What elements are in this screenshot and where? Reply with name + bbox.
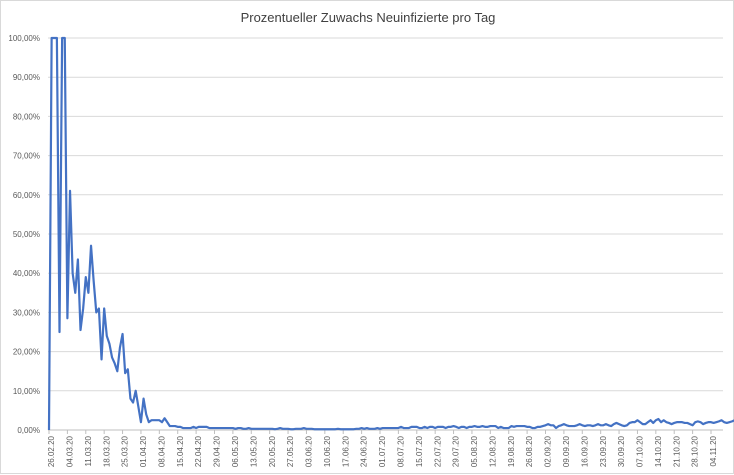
y-tick-label: 0,00% — [17, 426, 40, 435]
x-tick-label: 04.03.20 — [65, 435, 74, 467]
x-tick-label: 06.05.20 — [231, 435, 240, 467]
y-tick-label: 100,00% — [8, 34, 40, 43]
x-tick-label: 15.04.20 — [176, 435, 185, 467]
x-tick-label: 08.04.20 — [157, 435, 166, 467]
x-tick-label: 24.06.20 — [360, 435, 369, 467]
x-tick-label: 14.10.20 — [654, 435, 663, 467]
x-tick-label: 22.07.20 — [433, 435, 442, 467]
x-tick-label: 20.05.20 — [268, 435, 277, 467]
x-tick-label: 22.04.20 — [194, 435, 203, 467]
x-tick-label: 21.10.20 — [672, 435, 681, 467]
y-tick-label: 90,00% — [13, 73, 40, 82]
x-tick-label: 05.08.20 — [470, 435, 479, 467]
x-tick-label: 16.09.20 — [580, 435, 589, 467]
y-tick-label: 20,00% — [13, 348, 40, 357]
x-tick-label: 10.06.20 — [323, 435, 332, 467]
x-tick-label: 25.03.20 — [121, 435, 130, 467]
x-tick-label: 07.10.20 — [636, 435, 645, 467]
y-tick-label: 50,00% — [13, 230, 40, 239]
x-tick-label: 09.09.20 — [562, 435, 571, 467]
x-tick-label: 23.09.20 — [599, 435, 608, 467]
y-tick-label: 60,00% — [13, 191, 40, 200]
x-tick-label: 15.07.20 — [415, 435, 424, 467]
x-tick-label: 11.03.20 — [84, 435, 93, 466]
x-tick-label: 12.08.20 — [488, 435, 497, 467]
x-tick-label: 26.08.20 — [525, 435, 534, 467]
x-tick-label: 29.07.20 — [452, 435, 461, 467]
x-tick-label: 27.05.20 — [286, 435, 295, 467]
y-tick-label: 80,00% — [13, 112, 40, 121]
y-tick-label: 40,00% — [13, 269, 40, 278]
x-tick-label: 19.08.20 — [507, 435, 516, 467]
x-tick-label: 13.05.20 — [249, 435, 258, 467]
x-tick-label: 29.04.20 — [213, 435, 222, 467]
x-tick-label: 28.10.20 — [691, 435, 700, 467]
x-tick-label: 01.07.20 — [378, 435, 387, 467]
x-tick-label: 01.04.20 — [139, 435, 148, 467]
y-tick-label: 70,00% — [13, 152, 40, 161]
x-tick-label: 18.03.20 — [102, 435, 111, 467]
x-tick-label: 03.06.20 — [305, 435, 314, 467]
x-tick-label: 17.06.20 — [341, 435, 350, 467]
chart-title: Prozentueller Zuwachs Neuinfizierte pro … — [240, 10, 496, 25]
x-tick-label: 30.09.20 — [617, 435, 626, 467]
x-tick-label: 02.09.20 — [544, 435, 553, 467]
x-tick-label: 26.02.20 — [47, 435, 56, 467]
x-tick-label: 04.11.20 — [709, 435, 718, 466]
series-line-0 — [47, 36, 734, 431]
y-tick-label: 30,00% — [13, 308, 40, 317]
y-tick-label: 10,00% — [13, 387, 40, 396]
x-tick-label: 08.07.20 — [396, 435, 405, 467]
